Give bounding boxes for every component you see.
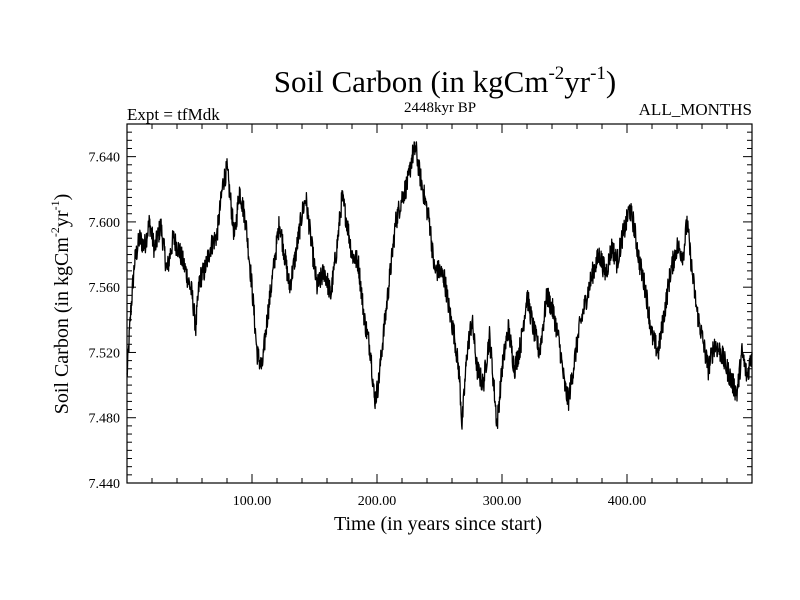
series-line [126,141,753,430]
chart-title: Soil Carbon (in kgCm-2yr-1) [274,63,617,99]
y-tick-label: 7.480 [89,412,121,427]
y-axis: 7.440 7.480 7.520 7.560 7.600 7.640 [89,123,752,492]
x-axis: 100.00 200.00 300.00 400.00 [151,124,728,509]
y-axis-title: Soil Carbon (in kgCm-2yr-1) [48,194,73,415]
months-label: ALL_MONTHS [639,100,752,119]
x-tick-label: 100.00 [233,494,272,509]
experiment-label: Expt = tfMdk [127,105,220,124]
y-tick-label: 7.600 [89,216,121,231]
y-tick-label: 7.560 [89,281,121,296]
series-group [126,141,753,430]
y-tick-label: 7.440 [89,477,121,492]
plot-frame [126,123,753,484]
y-tick-label: 7.520 [89,346,121,361]
x-axis-title: Time (in years since start) [334,513,542,535]
x-tick-label: 400.00 [608,494,647,509]
x-tick-label: 200.00 [358,494,397,509]
y-tick-label: 7.640 [89,151,121,166]
time-period-label: 2448kyr BP [404,100,476,116]
x-tick-label: 300.00 [483,494,522,509]
